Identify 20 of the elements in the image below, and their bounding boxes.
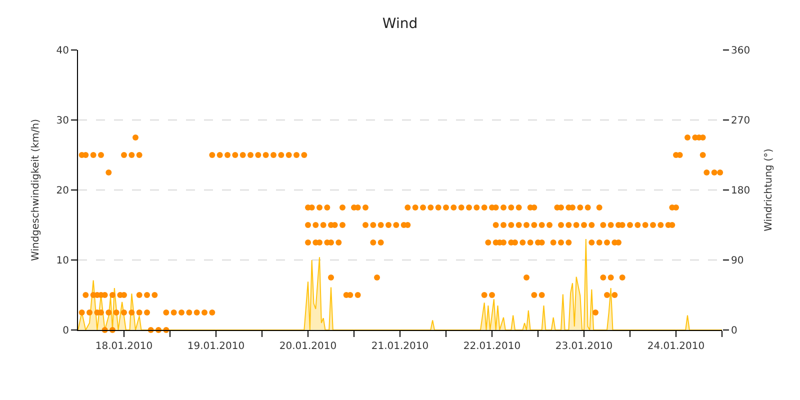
y2-tick-label: 180 (731, 186, 750, 196)
y-axis-title: Windgeschwindigkeit (km/h) (30, 118, 42, 261)
x-tick-label: 22.01.2010 (463, 341, 521, 352)
y-tick-label: 10 (56, 256, 69, 266)
x-tick-label: 19.01.2010 (187, 341, 245, 352)
x-tick-label: 20.01.2010 (279, 341, 337, 352)
y-tick-label: 40 (56, 46, 69, 56)
x-tick-label: 18.01.2010 (95, 341, 153, 352)
y2-tick-label: 90 (731, 256, 744, 266)
y2-tick-label: 360 (731, 46, 750, 56)
y2-axis-title: Windrichtung (°) (764, 148, 775, 232)
y-tick-label: 30 (56, 116, 69, 126)
y-tick-label: 20 (56, 186, 69, 196)
x-tick-label: 23.01.2010 (555, 341, 613, 352)
chart-title: Wind (382, 16, 418, 32)
x-tick-label: 24.01.2010 (647, 341, 705, 352)
y2-tick-label: 270 (731, 116, 750, 126)
y-tick-label: 0 (62, 326, 69, 336)
x-tick-label: 21.01.2010 (371, 341, 429, 352)
y2-tick-label: 0 (731, 326, 738, 336)
